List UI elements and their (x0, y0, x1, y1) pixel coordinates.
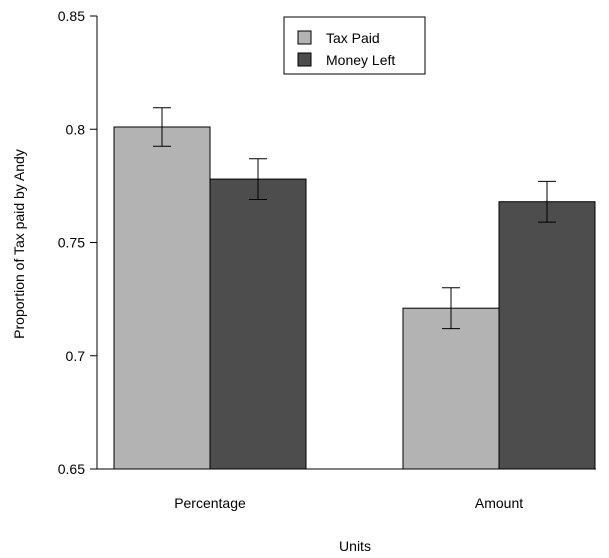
bars (113, 126, 596, 470)
error-bars (153, 107, 556, 330)
x-axis-title: Units (339, 538, 371, 554)
y-tick-label: 0.75 (58, 235, 85, 251)
y-axis: 0.65 0.7 0.75 0.8 0.85 (58, 8, 98, 477)
bar-amount-tax-paid (402, 307, 500, 470)
x-tick-label-amount: Amount (475, 495, 523, 511)
legend-swatch-money-left (297, 52, 312, 67)
legend-label-tax-paid: Tax Paid (326, 30, 380, 46)
y-tick-label: 0.85 (58, 8, 85, 24)
bar-amount-money-left (498, 201, 596, 470)
legend-swatch-tax-paid (297, 30, 312, 45)
legend: Tax Paid Money Left (283, 16, 426, 75)
legend-label-money-left: Money Left (326, 52, 395, 68)
x-axis: Percentage Amount (97, 468, 596, 511)
y-tick-label: 0.8 (66, 121, 86, 137)
y-axis-title: Proportion of Tax paid by Andy (11, 149, 27, 339)
bar-percentage-money-left (209, 178, 307, 470)
y-tick-label: 0.7 (66, 348, 86, 364)
bar-percentage-tax-paid (113, 126, 211, 470)
y-tick-label: 0.65 (58, 461, 85, 477)
x-tick-label-percentage: Percentage (174, 495, 246, 511)
